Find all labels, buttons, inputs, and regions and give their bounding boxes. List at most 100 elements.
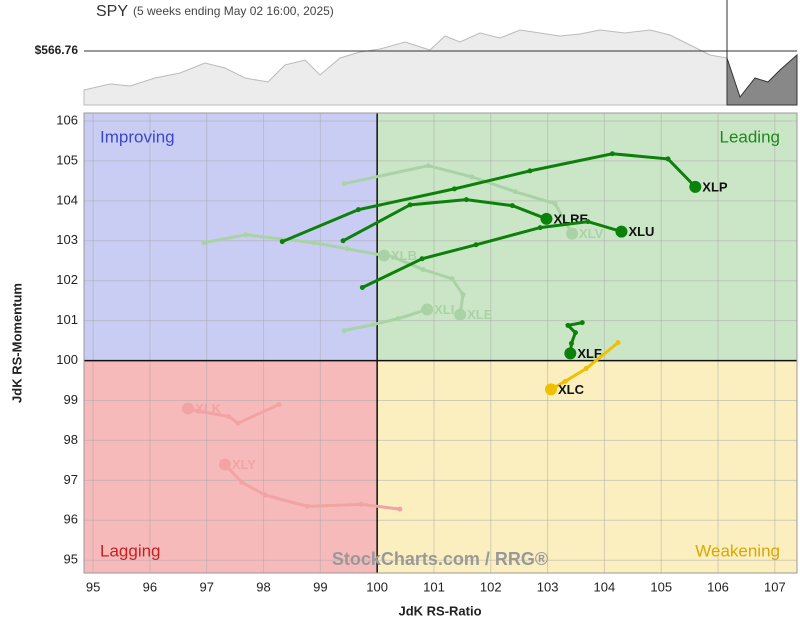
tail-point bbox=[419, 256, 425, 262]
y-tick-label: 104 bbox=[56, 192, 78, 207]
head-point bbox=[218, 458, 231, 471]
tail-point bbox=[276, 401, 282, 407]
y-tick-label: 98 bbox=[64, 432, 78, 447]
tail-point bbox=[463, 197, 469, 203]
quadrant-label: Improving bbox=[100, 127, 175, 146]
x-tick-label: 101 bbox=[423, 579, 445, 594]
tail-point bbox=[370, 322, 376, 328]
y-axis-label: JdK RS-Momentum bbox=[9, 283, 24, 403]
x-tick-label: 107 bbox=[764, 579, 786, 594]
tail-point bbox=[304, 503, 310, 509]
y-tick-label: 102 bbox=[56, 272, 78, 287]
tail bbox=[343, 308, 428, 333]
tail-point bbox=[579, 320, 585, 326]
quadrant-label: Leading bbox=[719, 127, 780, 146]
tail bbox=[223, 463, 401, 511]
y-tick-label: 100 bbox=[56, 352, 78, 367]
tail-point bbox=[420, 267, 426, 273]
tail bbox=[361, 220, 622, 289]
tail-point bbox=[235, 420, 241, 426]
watermark: StockCharts.com / RRG® bbox=[332, 549, 548, 569]
quadrant-label: Lagging bbox=[100, 541, 161, 560]
tail-point bbox=[201, 240, 207, 246]
tail bbox=[343, 164, 574, 235]
tail-point bbox=[583, 366, 589, 372]
y-tick-label: 99 bbox=[64, 392, 78, 407]
tail-point bbox=[527, 168, 533, 174]
quadrant-leading bbox=[377, 113, 797, 361]
head-point bbox=[540, 212, 553, 225]
tail-point bbox=[451, 186, 457, 192]
y-tick-label: 95 bbox=[64, 552, 78, 567]
tail-point bbox=[279, 239, 285, 245]
tail-point bbox=[340, 238, 346, 244]
tail-point bbox=[473, 242, 479, 248]
tail-point bbox=[609, 151, 615, 157]
tail-point bbox=[397, 506, 403, 512]
head-point bbox=[181, 402, 194, 415]
tail-point bbox=[665, 156, 671, 162]
y-tick-label: 96 bbox=[64, 512, 78, 527]
tail-point bbox=[449, 276, 455, 282]
x-tick-label: 103 bbox=[537, 579, 559, 594]
tail bbox=[550, 341, 619, 391]
tail-point bbox=[552, 201, 558, 207]
series-label: XLU bbox=[628, 224, 654, 239]
x-tick-label: 95 bbox=[86, 579, 100, 594]
series-label: XLV bbox=[579, 226, 604, 241]
series-label: XLY bbox=[232, 457, 256, 472]
y-tick-label: 105 bbox=[56, 152, 78, 167]
tail-point bbox=[585, 219, 591, 225]
head-point bbox=[421, 303, 434, 316]
series-label: XLE bbox=[467, 307, 493, 322]
tail-point bbox=[341, 328, 347, 334]
head-point bbox=[689, 180, 702, 193]
quadrant-lagging bbox=[84, 360, 378, 573]
x-tick-label: 104 bbox=[594, 579, 616, 594]
quadrant-label: Weakening bbox=[695, 541, 780, 560]
tail-point bbox=[395, 316, 401, 322]
x-tick-label: 105 bbox=[650, 579, 672, 594]
tail-point bbox=[537, 225, 543, 231]
tail-point bbox=[425, 163, 431, 169]
x-tick-label: 102 bbox=[480, 579, 502, 594]
chart-title: SPY bbox=[96, 3, 128, 20]
plot-border bbox=[83, 112, 798, 574]
series-label: XLK bbox=[195, 401, 222, 416]
series-label: XLC bbox=[558, 382, 585, 397]
x-tick-label: 98 bbox=[256, 579, 270, 594]
tail-point bbox=[460, 292, 466, 298]
x-tick-label: 100 bbox=[366, 579, 388, 594]
tail-point bbox=[195, 408, 201, 414]
tail-point bbox=[359, 284, 365, 290]
x-tick-label: 97 bbox=[199, 579, 213, 594]
tail-point bbox=[262, 492, 268, 498]
chart-subtitle: (5 weeks ending May 02 16:00, 2025) bbox=[133, 4, 334, 18]
price-area-recent bbox=[726, 53, 798, 106]
tail-point bbox=[509, 203, 515, 209]
y-tick-label: 106 bbox=[56, 112, 78, 127]
y-tick-label: 103 bbox=[56, 232, 78, 247]
head-point bbox=[454, 308, 467, 321]
x-tick-label: 96 bbox=[143, 579, 157, 594]
y-tick-label: 97 bbox=[64, 472, 78, 487]
tail-point bbox=[379, 250, 385, 256]
tail-point bbox=[344, 246, 350, 252]
tail-point bbox=[226, 413, 232, 419]
tail-point bbox=[358, 501, 364, 507]
tail-point bbox=[512, 189, 518, 195]
tail-point bbox=[568, 340, 574, 346]
series-label: XLP bbox=[702, 179, 728, 194]
price-area bbox=[83, 29, 728, 106]
head-point bbox=[566, 227, 579, 240]
x-axis-label: JdK RS-Ratio bbox=[398, 603, 481, 618]
quadrant-weakening bbox=[377, 360, 797, 573]
tail-point bbox=[355, 207, 361, 213]
head-point bbox=[545, 383, 558, 396]
price-label: $566.76 bbox=[35, 43, 79, 57]
tail-point bbox=[565, 322, 571, 328]
tail-point bbox=[562, 378, 568, 384]
y-tick-label: 101 bbox=[56, 312, 78, 327]
x-tick-label: 99 bbox=[313, 579, 327, 594]
